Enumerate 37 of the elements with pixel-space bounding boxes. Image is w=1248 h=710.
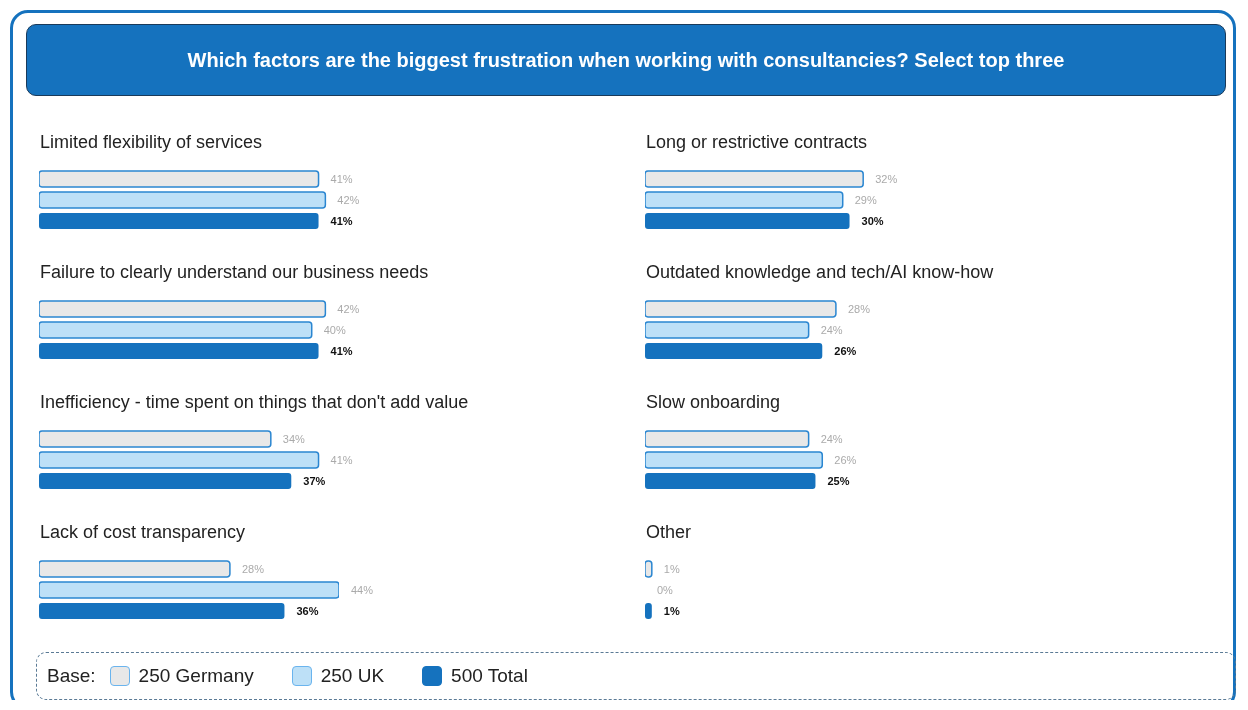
legend-label: 250 UK: [319, 665, 385, 687]
data-label: 41%: [330, 454, 353, 466]
chart-title: Inefficiency - time spent on things that don't add value: [40, 392, 469, 413]
data-label: 29%: [854, 194, 877, 206]
data-label: 25%: [827, 475, 850, 487]
data-label: 42%: [337, 303, 360, 315]
data-label: 1%: [663, 605, 680, 617]
chart-title: Slow onboarding: [646, 392, 781, 413]
data-label: 28%: [847, 303, 871, 315]
data-label: 32%: [875, 173, 898, 185]
data-label: 37%: [303, 475, 326, 487]
data-label: 28%: [241, 563, 265, 575]
data-label: 40%: [323, 324, 346, 336]
data-label: 41%: [330, 345, 353, 357]
chart-title: Outdated knowledge and tech/AI know-how: [646, 262, 994, 283]
data-label: 44%: [351, 584, 374, 596]
chart-title: Failure to clearly understand our business needs: [40, 262, 429, 283]
legend-label: 250 Germany: [137, 665, 254, 687]
chart-title: Other: [646, 522, 692, 543]
data-label: 30%: [861, 215, 884, 227]
data-label: 41%: [330, 173, 353, 185]
data-label: 1%: [663, 563, 680, 575]
data-label: 42%: [337, 194, 360, 206]
legend-label: 500 Total: [450, 665, 528, 687]
data-label: 41%: [330, 215, 353, 227]
chart-title: Long or restrictive contracts: [646, 132, 868, 153]
data-label: 0%: [657, 584, 674, 596]
legend-title: Base:: [47, 665, 96, 687]
data-label: 24%: [820, 324, 843, 336]
data-label: 34%: [282, 433, 306, 445]
data-label: 26%: [834, 454, 857, 466]
text: Which factors are the biggest frustration when working with consultancies? Select top three: [187, 48, 1065, 72]
chart-title: Limited flexibility of services: [40, 132, 263, 153]
data-label: 36%: [296, 605, 319, 617]
data-label: 24%: [820, 433, 843, 445]
data-label: 26%: [834, 345, 857, 357]
chart-title: Lack of cost transparency: [40, 522, 246, 543]
